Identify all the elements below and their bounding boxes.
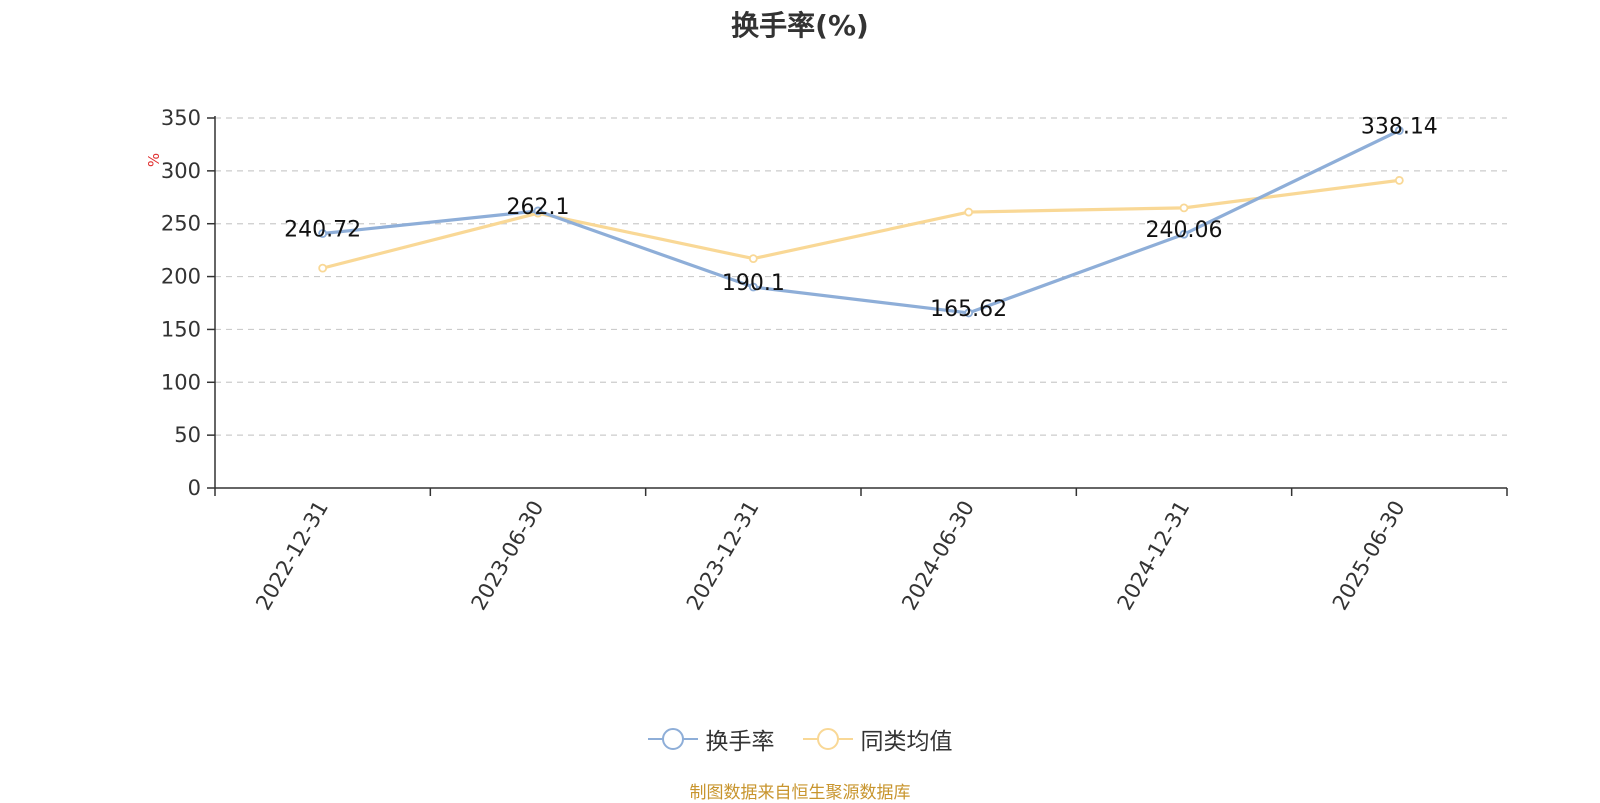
legend-label-series1: 换手率 — [705, 729, 775, 755]
legend-item-series2[interactable]: 同类均值 — [802, 722, 953, 756]
data-point — [1179, 203, 1189, 213]
data-label: 240.72 — [284, 218, 361, 243]
grid-lines — [215, 117, 1507, 436]
data-source-note: 制图数据来自恒生聚源数据库 — [689, 783, 911, 803]
data-label: 165.62 — [930, 297, 1007, 322]
y-tick-label: 150 — [161, 317, 201, 341]
y-tick-label: 350 — [161, 106, 201, 130]
chart-title: 换手率(%) — [731, 9, 869, 42]
data-point — [1394, 126, 1404, 135]
data-label: 190.1 — [722, 271, 785, 296]
series — [318, 126, 1404, 318]
data-labels: 240.72 262.1 190.1 165.62 240.06 338.14 — [284, 115, 1438, 322]
data-point — [318, 263, 328, 273]
legend-label-series2: 同类均值 — [860, 729, 953, 755]
legend-line-circle-icon — [647, 728, 698, 750]
axes: 0 50 100 150 200 250 300 350% 2022-12-31 2023-06-… — [145, 106, 1508, 615]
series-line-1 — [321, 128, 1401, 315]
x-tick-label: 2024-12-31 — [1113, 497, 1195, 615]
y-tick-label: 300 — [161, 159, 201, 183]
x-tick-label: 2025-06-30 — [1328, 497, 1410, 615]
data-point — [1394, 175, 1404, 185]
data-label: 240.06 — [1146, 218, 1223, 243]
legend-line-circle-icon — [802, 728, 853, 750]
data-point — [748, 254, 758, 264]
data-point — [748, 282, 758, 292]
data-point — [318, 229, 328, 238]
series-line-2 — [321, 178, 1401, 270]
data-label: 338.14 — [1361, 115, 1438, 140]
x-tick-label: 2022-12-31 — [251, 497, 333, 615]
y-tick-label: 100 — [161, 370, 201, 394]
data-point — [1179, 229, 1189, 239]
y-tick-label: 50 — [174, 423, 201, 447]
x-tick-label: 2024-06-30 — [897, 497, 979, 615]
x-tick-label: 2023-12-31 — [682, 497, 764, 615]
x-tick-label: 2023-06-30 — [467, 497, 549, 615]
y-tick-label: 250 — [161, 212, 201, 236]
legend: 换手率 同类均值 — [0, 722, 1600, 756]
data-point — [964, 308, 974, 318]
data-label: 262.1 — [507, 195, 570, 220]
legend-item-series1[interactable]: 换手率 — [647, 722, 775, 756]
data-point — [964, 207, 974, 217]
y-tick-label: 0 — [188, 476, 201, 500]
data-point — [533, 206, 543, 216]
y-axis-unit-label: % — [145, 153, 163, 167]
y-tick-label: 200 — [161, 265, 201, 289]
